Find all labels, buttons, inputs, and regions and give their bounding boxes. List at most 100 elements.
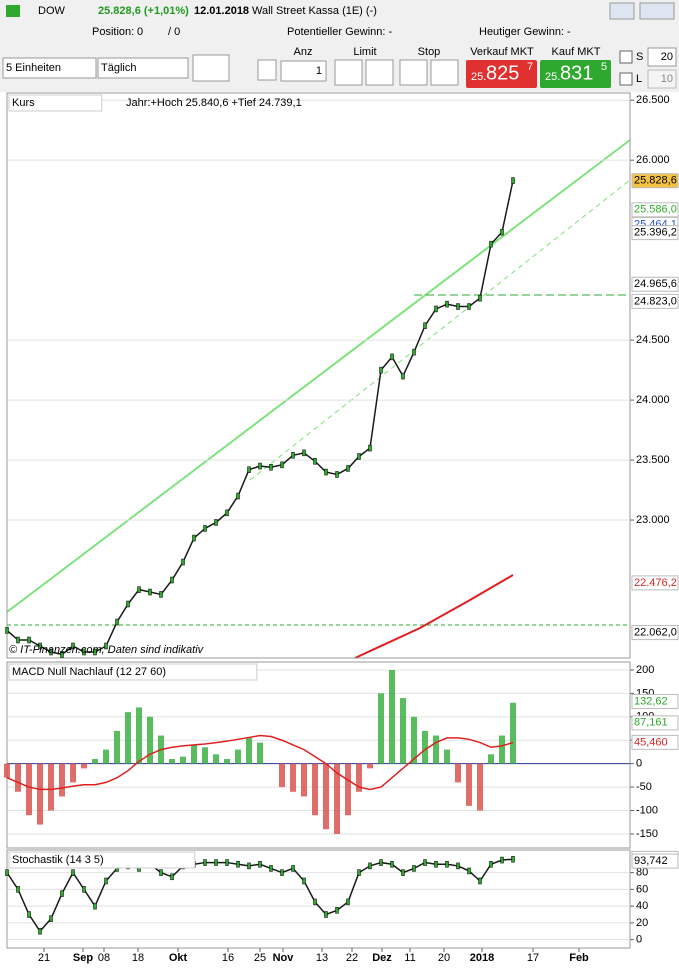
y-tick-label: 200 — [636, 664, 654, 676]
position-value: 0 — [137, 26, 143, 38]
candle — [357, 869, 361, 876]
units-dropdown[interactable] — [2, 57, 97, 79]
interval-dropdown[interactable] — [97, 57, 189, 79]
candle — [170, 873, 174, 881]
candle — [467, 303, 471, 310]
price-tag: 22.062,0 — [634, 626, 677, 638]
anz-value: 1 — [316, 65, 322, 77]
histogram-bar — [246, 737, 252, 764]
histogram-bar — [444, 749, 450, 764]
buy-prefix: 25. — [545, 71, 560, 83]
candle — [335, 471, 339, 478]
candle — [434, 305, 438, 313]
trend-channel — [249, 179, 631, 481]
x-tick-label: 08 — [98, 952, 110, 964]
histogram-bar — [191, 744, 197, 764]
window-button[interactable] — [609, 2, 635, 20]
sell-prefix: 25. — [471, 71, 486, 83]
s-label: S — [636, 51, 643, 63]
y-tick-label: 20 — [636, 917, 648, 929]
candle — [478, 877, 482, 885]
settings-button[interactable] — [257, 59, 277, 81]
candle — [346, 898, 350, 906]
candle — [203, 859, 207, 866]
symbol[interactable]: DOW — [38, 5, 66, 17]
limit-label: Limit — [353, 46, 376, 58]
candle — [170, 576, 174, 584]
candle — [302, 449, 306, 457]
histogram-bar — [301, 763, 307, 797]
histogram-bar — [169, 758, 175, 764]
x-tick-label: Feb — [569, 952, 589, 964]
panel-title: MACD Null Nachlauf (12 27 60) — [12, 666, 166, 678]
histogram-bar — [37, 763, 43, 825]
price-tag: 45,460 — [634, 736, 668, 748]
price-tag: 22.476,2 — [634, 577, 677, 589]
candle — [456, 862, 460, 870]
histogram-bar — [81, 763, 87, 769]
histogram-bar — [323, 763, 329, 830]
candle — [16, 636, 20, 644]
stop-buy-button[interactable] — [399, 59, 428, 86]
histogram-bar — [411, 716, 417, 764]
signal-line — [6, 734, 514, 791]
panel — [6, 661, 631, 849]
s-input[interactable] — [647, 47, 677, 67]
histogram-bar — [499, 735, 505, 764]
sell-button[interactable] — [466, 60, 537, 88]
histogram-bar — [4, 763, 10, 778]
price-line — [6, 180, 514, 656]
candle — [324, 468, 328, 476]
histogram-bar — [125, 712, 131, 764]
anz-input[interactable] — [280, 60, 327, 82]
panel-title: Stochastik (14 3 5) — [12, 854, 104, 866]
histogram-bar — [257, 742, 263, 764]
s-checkbox[interactable] — [619, 50, 633, 64]
s-value: 20 — [661, 51, 673, 63]
price-tag-bg — [631, 173, 679, 189]
candle — [247, 466, 251, 473]
buy-button[interactable] — [540, 60, 611, 88]
candle — [225, 859, 229, 866]
candle — [280, 461, 284, 469]
candle — [38, 642, 42, 650]
chart-type-button[interactable] — [192, 54, 230, 82]
date: 12.01.2018 — [194, 5, 249, 17]
stop-sell-button[interactable] — [430, 59, 459, 86]
price-tag-bg — [631, 276, 679, 292]
histogram-bar — [26, 763, 32, 816]
candle — [423, 322, 427, 329]
histogram-bar — [290, 763, 296, 792]
candle — [412, 865, 416, 872]
candle — [489, 860, 493, 868]
candle — [500, 228, 504, 236]
chart-icon[interactable] — [6, 5, 20, 17]
price-line — [6, 858, 514, 933]
candle — [291, 452, 295, 459]
price-tag-bg — [631, 625, 679, 641]
x-tick-label: 16 — [222, 952, 234, 964]
window-button[interactable] — [639, 2, 675, 20]
stop-label: Stop — [418, 46, 441, 58]
anz-label: Anz — [294, 46, 313, 58]
x-tick-label: Sep — [73, 952, 93, 964]
candle — [126, 600, 130, 608]
l-checkbox[interactable] — [619, 72, 633, 86]
histogram-bar — [433, 735, 439, 764]
limit-buy-button[interactable] — [334, 59, 363, 86]
candle — [258, 462, 262, 470]
candle — [511, 177, 515, 184]
limit-sell-button[interactable] — [365, 59, 394, 86]
candle — [148, 588, 152, 596]
candle — [203, 525, 207, 532]
candle — [236, 492, 240, 500]
candle — [445, 860, 449, 868]
l-input[interactable] — [647, 69, 677, 89]
price-tag: 24.823,0 — [634, 295, 677, 307]
histogram-bar — [389, 669, 395, 764]
candle — [16, 886, 20, 893]
candle — [104, 642, 108, 650]
x-tick-label: Dez — [372, 952, 392, 964]
histogram-bar — [114, 730, 120, 764]
